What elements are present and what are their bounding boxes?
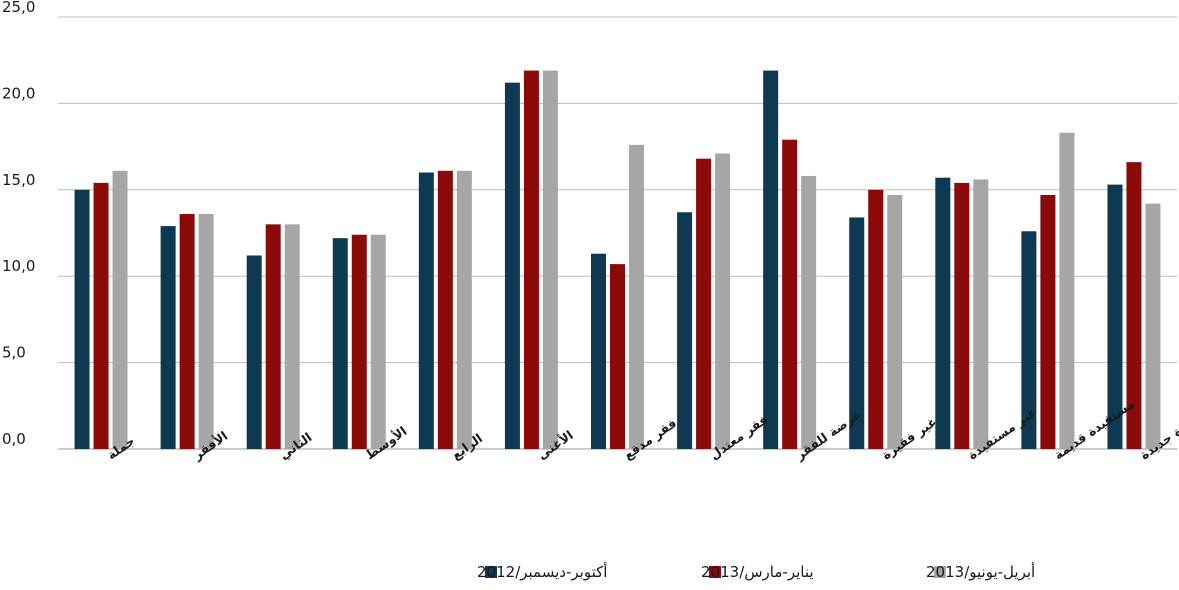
legend-swatch (709, 566, 721, 578)
bar (456, 170, 472, 450)
bar (93, 182, 109, 449)
bar (782, 139, 798, 450)
bar (284, 224, 300, 449)
bar (112, 170, 128, 450)
bar (591, 253, 606, 449)
bar (629, 144, 644, 449)
legend-swatch (485, 566, 497, 578)
bar (973, 179, 989, 449)
bars (74, 70, 1161, 450)
y-axis-tick-labels: 0,0 5,0 10,0 15,0 20,0 25,0 (2, 0, 35, 448)
bar (1021, 231, 1037, 449)
bar (179, 213, 195, 449)
bar (1145, 203, 1161, 449)
y-tick-label: 25,0 (2, 0, 35, 16)
bar (504, 82, 520, 449)
bar (332, 238, 348, 449)
legend-label: يناير-مارس/2013 (701, 563, 814, 581)
bar (160, 226, 176, 449)
bar (74, 189, 90, 450)
legend: أكتوبر-ديسمبر/2012 يناير-مارس/2013 أبريل-ي… (477, 562, 1035, 581)
bar (418, 172, 434, 449)
bar (1107, 184, 1123, 449)
bar (696, 158, 712, 450)
y-tick-label: 15,0 (2, 171, 35, 189)
bar (715, 153, 731, 449)
bar (954, 182, 970, 449)
y-tick-label: 20,0 (2, 84, 35, 102)
x-category-label: الأوسط (362, 423, 409, 462)
bar (1059, 132, 1075, 449)
legend-swatch (934, 566, 946, 578)
y-tick-label: 5,0 (2, 344, 26, 362)
bar (935, 177, 951, 450)
bar (610, 264, 625, 449)
bar (1126, 162, 1142, 450)
x-category-label: جملة (104, 433, 137, 463)
bar (265, 224, 281, 449)
bar (351, 234, 367, 449)
y-tick-label: 10,0 (2, 257, 35, 275)
bar (437, 170, 453, 450)
bar (849, 217, 865, 449)
bar (1040, 194, 1056, 449)
bar (887, 194, 903, 449)
bar (542, 70, 558, 450)
bar (868, 189, 884, 450)
legend-label: أبريل-يونيو/2013 (926, 562, 1035, 581)
bar (198, 213, 214, 449)
bar (246, 255, 262, 449)
bar (370, 234, 386, 449)
bar (763, 70, 779, 450)
bar (523, 70, 539, 450)
y-tick-label: 0,0 (2, 430, 26, 448)
bar (801, 175, 817, 449)
legend-label: أكتوبر-ديسمبر/2012 (477, 562, 607, 581)
bar (677, 212, 693, 449)
